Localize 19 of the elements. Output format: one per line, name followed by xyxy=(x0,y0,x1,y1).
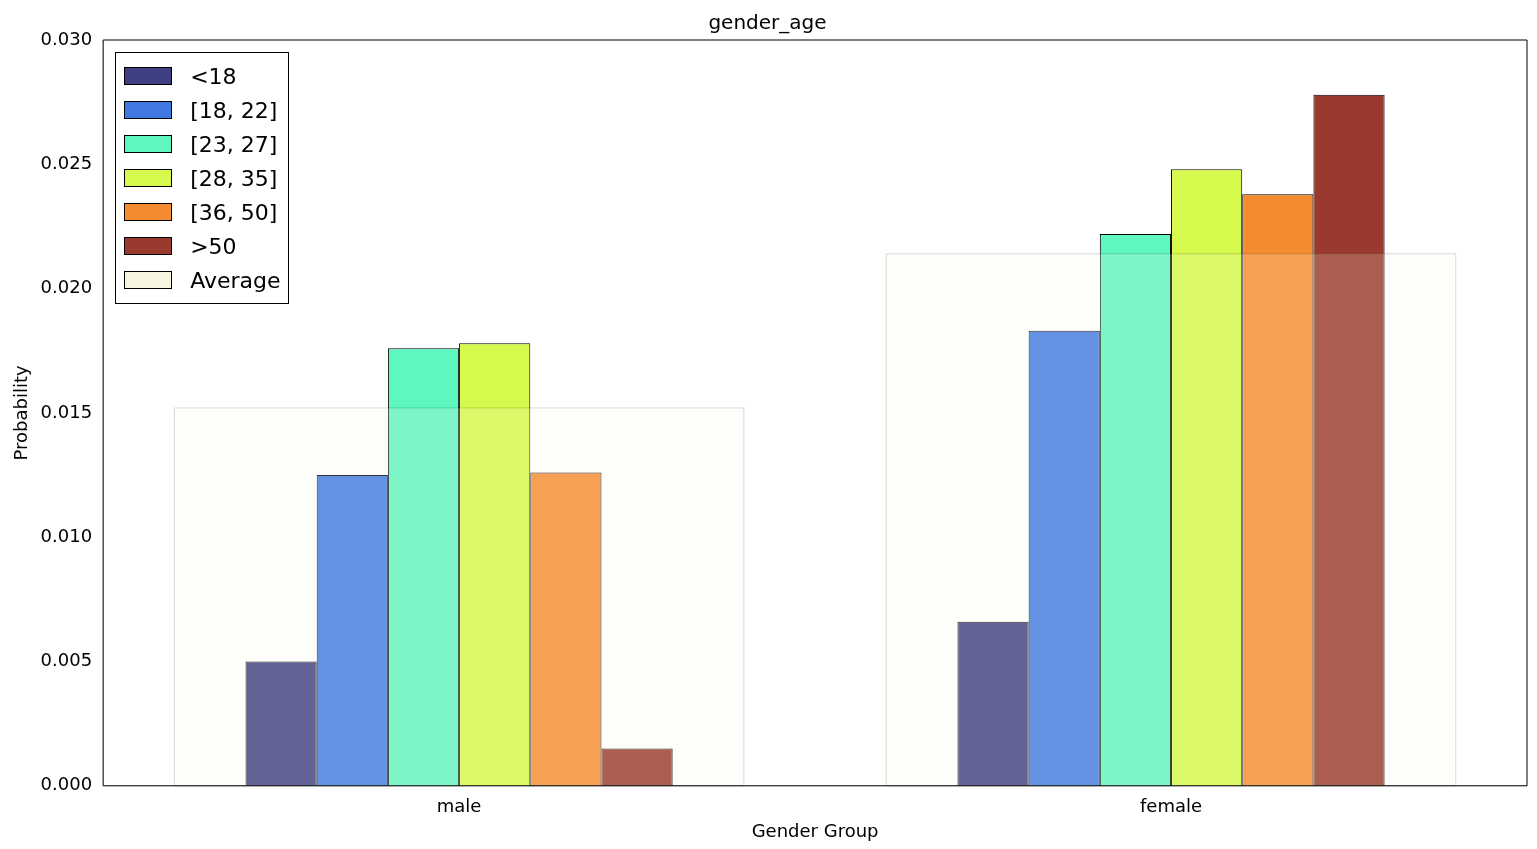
y-axis-title: Probability xyxy=(10,364,32,461)
legend-label: [23, 27] xyxy=(190,131,278,157)
legend-label: [18, 22] xyxy=(190,97,278,123)
y-tick-label: 0.025 xyxy=(40,151,93,173)
y-tick-label: 0.015 xyxy=(40,400,93,422)
y-tick-label: 0.030 xyxy=(40,27,93,49)
legend-label: <18 xyxy=(190,63,237,89)
x-tick-label: female xyxy=(1140,795,1203,817)
x-axis-title: Gender Group xyxy=(751,819,879,841)
legend-label: [28, 35] xyxy=(190,165,278,191)
y-tick-label: 0.020 xyxy=(40,276,93,298)
y-tick-label: 0.005 xyxy=(40,649,93,671)
legend-label: >50 xyxy=(190,233,237,259)
y-tick-label: 0.010 xyxy=(40,524,93,546)
legend-label: [36, 50] xyxy=(190,199,278,225)
chart-title: gender_age xyxy=(708,10,827,35)
x-tick-label: male xyxy=(436,795,482,817)
legend-label: Average xyxy=(190,267,281,293)
y-tick-label: 0.000 xyxy=(40,773,93,795)
